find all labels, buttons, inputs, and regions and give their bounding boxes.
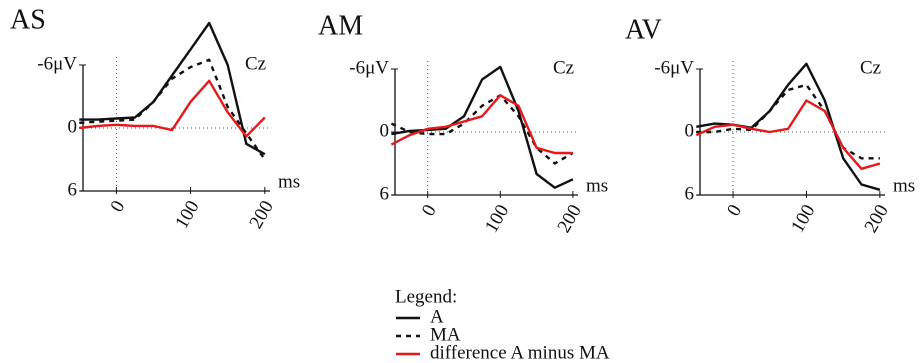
series-line	[391, 65, 574, 189]
series-line	[79, 21, 266, 156]
x-tick-label: 100	[481, 201, 513, 236]
x-tick-label: 0	[723, 201, 746, 220]
y-tick-label: 0	[68, 116, 78, 137]
electrode: Cz	[860, 57, 881, 78]
series-line	[696, 83, 880, 160]
panel-title: AM	[318, 10, 363, 41]
y-tick-label: 6	[68, 179, 78, 200]
series-line	[695, 99, 881, 170]
y-tick-label: -6μV	[37, 53, 77, 74]
x-tick-label: 200	[554, 201, 586, 236]
legend-title: Legend:	[395, 286, 457, 307]
x-tick-label: 0	[107, 197, 130, 216]
x-tick-label: 200	[245, 197, 277, 232]
y-tick-label: -6μV	[349, 57, 389, 78]
series-line	[390, 94, 573, 155]
panel-title: AV	[625, 14, 662, 45]
legend-label: A	[430, 306, 444, 327]
y-tick-label: 6	[380, 183, 390, 204]
electrode: Cz	[553, 57, 574, 78]
x-tick-label: 0	[418, 201, 441, 220]
y-tick-label: 0	[380, 120, 390, 141]
electrode: Cz	[245, 53, 266, 74]
legend-label: MA	[430, 324, 461, 345]
y-tick-label: -6μV	[654, 57, 694, 78]
series-line	[390, 94, 574, 165]
x-tick-label: 100	[787, 201, 819, 236]
series-line	[79, 58, 266, 161]
y-tick-label: 0	[685, 120, 695, 141]
x-unit: ms	[278, 171, 300, 192]
legend-label: difference A minus MA	[430, 342, 610, 363]
x-tick-label: 100	[171, 197, 203, 232]
x-tick-label: 200	[861, 201, 893, 236]
series-line	[79, 79, 266, 138]
y-tick-label: 6	[685, 183, 695, 204]
panel-title: AS	[10, 4, 46, 35]
x-unit: ms	[893, 175, 915, 196]
x-unit: ms	[586, 175, 608, 196]
